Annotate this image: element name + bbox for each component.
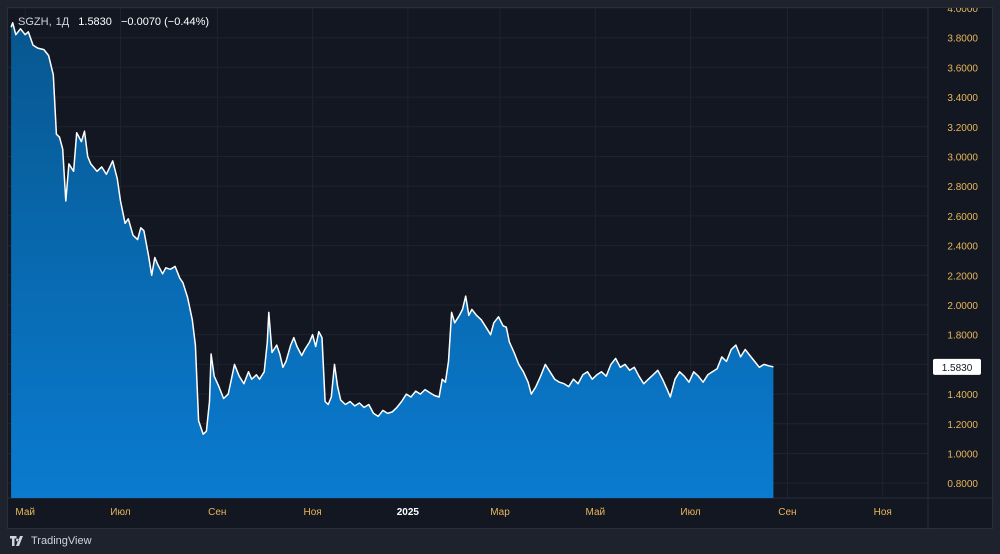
y-tick-label: 4.0000 [947, 8, 978, 15]
last-price-label: 1.5830 [933, 358, 981, 375]
y-tick-label: 3.0000 [947, 152, 978, 163]
y-tick-label: 3.4000 [947, 93, 978, 104]
y-tick-label: 0.8000 [947, 479, 978, 490]
last-price-text: 1.5830 [942, 363, 973, 374]
x-tick-label: Июл [680, 507, 700, 518]
y-tick-label: 2.8000 [947, 182, 978, 193]
tradingview-branding[interactable]: TradingView [10, 531, 92, 551]
x-tick-label: Сен [208, 507, 226, 518]
last-price: 1.5830 [78, 16, 112, 28]
price-chart[interactable]: 4.0000 3.8000 3.6000 3.4000 3.2000 3.0000 2.80… [8, 8, 994, 530]
tradingview-logo-icon [10, 536, 23, 546]
x-tick-label: Ноя [874, 507, 892, 518]
x-tick-label: Ноя [303, 507, 321, 518]
chart-panel[interactable]: 4.0000 3.8000 3.6000 3.4000 3.2000 3.0000 2.80… [7, 7, 994, 530]
brand-name: TradingView [31, 535, 92, 547]
y-tick-label: 1.8000 [947, 331, 978, 342]
price-line [10, 22, 774, 435]
y-tick-label: 2.4000 [947, 242, 978, 253]
x-tick-label: Май [586, 507, 606, 518]
x-axis: Май Июл Сен Ноя 2025 Мар Май Июл Сен Ноя [15, 507, 891, 518]
y-tick-label: 2.2000 [947, 271, 978, 282]
y-tick-label: 3.2000 [947, 123, 978, 134]
interval[interactable]: 1Д [55, 16, 70, 28]
price-area [11, 22, 774, 499]
x-tick-label: Мар [490, 507, 510, 518]
x-tick-label: Сен [778, 507, 796, 518]
y-axis: 4.0000 3.8000 3.6000 3.4000 3.2000 3.0000 2.80… [947, 8, 978, 490]
y-tick-label: 1.2000 [947, 420, 978, 431]
y-tick-label: 3.8000 [947, 34, 978, 45]
price-change: −0.0070 (−0.44%) [120, 16, 210, 28]
symbol-name[interactable]: SGZH [18, 16, 49, 28]
last-price-badge [933, 358, 981, 375]
y-tick-label: 2.6000 [947, 212, 978, 223]
x-tick-label: Июл [110, 507, 130, 518]
y-tick-label: 2.0000 [947, 301, 978, 312]
y-tick-label: 1.0000 [947, 449, 978, 460]
y-tick-label: 1.4000 [947, 390, 978, 401]
x-tick-label: Май [15, 507, 35, 518]
y-tick-label: 3.6000 [947, 63, 978, 74]
symbol-header: SGZH, 1Д 1.5830 −0.0070 (−0.44%) [18, 16, 210, 28]
x-tick-label: 2025 [397, 507, 420, 518]
